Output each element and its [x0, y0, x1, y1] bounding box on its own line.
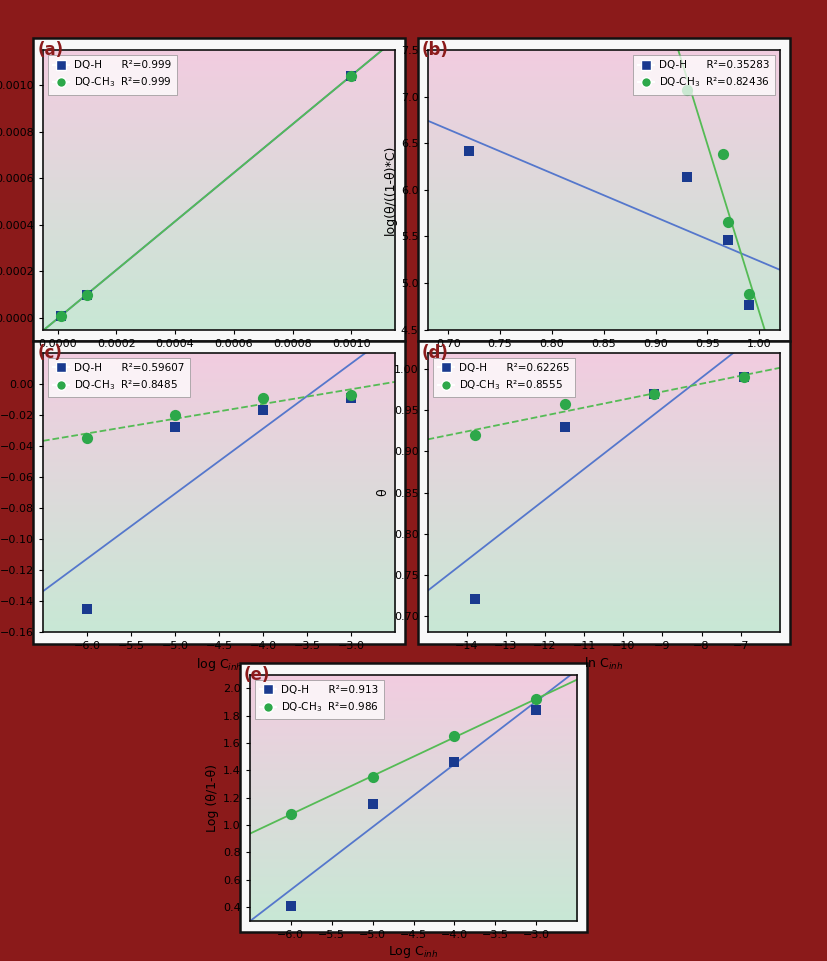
Point — [80, 287, 93, 303]
Point — [462, 143, 476, 159]
Point — [366, 797, 379, 812]
Text: (d): (d) — [422, 344, 448, 362]
Point — [742, 286, 755, 302]
Y-axis label: log(θ/((1-θ)*C): log(θ/((1-θ)*C) — [384, 144, 397, 235]
Point — [558, 396, 571, 411]
Legend: DQ-H      R²=0.913, DQ-CH$_3$  R²=0.986: DQ-H R²=0.913, DQ-CH$_3$ R²=0.986 — [255, 679, 384, 719]
Point — [169, 407, 182, 423]
Point — [284, 806, 298, 822]
Point — [80, 602, 93, 617]
Point — [558, 419, 571, 434]
X-axis label: Log C$_{inh}$: Log C$_{inh}$ — [389, 944, 438, 960]
Point — [530, 702, 543, 718]
Point — [448, 754, 461, 770]
Point — [468, 428, 481, 443]
Point — [648, 386, 661, 402]
Point — [742, 298, 755, 313]
Text: (c): (c) — [37, 344, 62, 362]
Point — [169, 420, 182, 435]
Point — [448, 728, 461, 744]
Legend: DQ-H      R²=0.999, DQ-CH$_3$  R²=0.999: DQ-H R²=0.999, DQ-CH$_3$ R²=0.999 — [48, 55, 177, 94]
X-axis label: log C$_{inh}$: log C$_{inh}$ — [196, 655, 242, 673]
Point — [680, 169, 693, 185]
Point — [256, 403, 270, 418]
Legend: DQ-H      R²=0.62265, DQ-CH$_3$  R²=0.8555: DQ-H R²=0.62265, DQ-CH$_3$ R²=0.8555 — [433, 357, 575, 397]
Y-axis label: θ: θ — [376, 489, 390, 496]
Legend: DQ-H      R²=0.35283, DQ-CH$_3$  R²=0.82436: DQ-H R²=0.35283, DQ-CH$_3$ R²=0.82436 — [633, 55, 775, 94]
Point — [80, 287, 93, 303]
Point — [54, 308, 67, 323]
Point — [648, 386, 661, 402]
Point — [721, 233, 734, 248]
Text: (e): (e) — [244, 666, 270, 684]
Point — [738, 370, 751, 385]
Point — [716, 147, 729, 162]
Y-axis label: Log (θ/1-θ): Log (θ/1-θ) — [206, 764, 219, 831]
Point — [345, 390, 358, 406]
X-axis label: ln C$_{inh}$: ln C$_{inh}$ — [584, 655, 624, 672]
Point — [345, 68, 358, 84]
Point — [468, 592, 481, 607]
Legend: DQ-H      R²=0.59607, DQ-CH$_3$  R²=0.8485: DQ-H R²=0.59607, DQ-CH$_3$ R²=0.8485 — [48, 357, 190, 397]
Point — [721, 214, 734, 230]
Point — [345, 387, 358, 403]
Point — [345, 68, 358, 84]
X-axis label: θ: θ — [600, 353, 608, 366]
Point — [366, 770, 379, 785]
Point — [54, 308, 67, 323]
Point — [80, 431, 93, 446]
Text: (a): (a) — [37, 41, 64, 60]
Point — [256, 390, 270, 406]
Point — [738, 370, 751, 385]
X-axis label: C (mol/L): C (mol/L) — [191, 353, 247, 366]
Point — [680, 83, 693, 98]
Text: (b): (b) — [422, 41, 448, 60]
Point — [530, 692, 543, 707]
Point — [284, 898, 298, 913]
